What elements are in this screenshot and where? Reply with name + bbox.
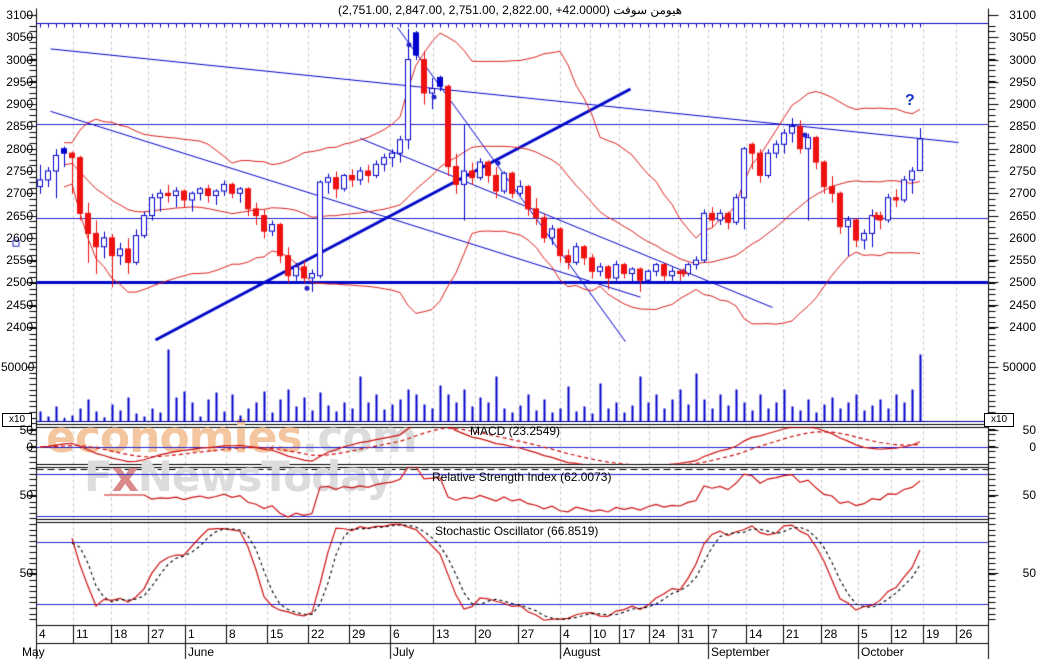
- stock-chart-window: economies.com FxNewsToday (2,751.00, 2,8…: [0, 0, 1040, 659]
- chart-plot-canvas[interactable]: [0, 0, 1040, 659]
